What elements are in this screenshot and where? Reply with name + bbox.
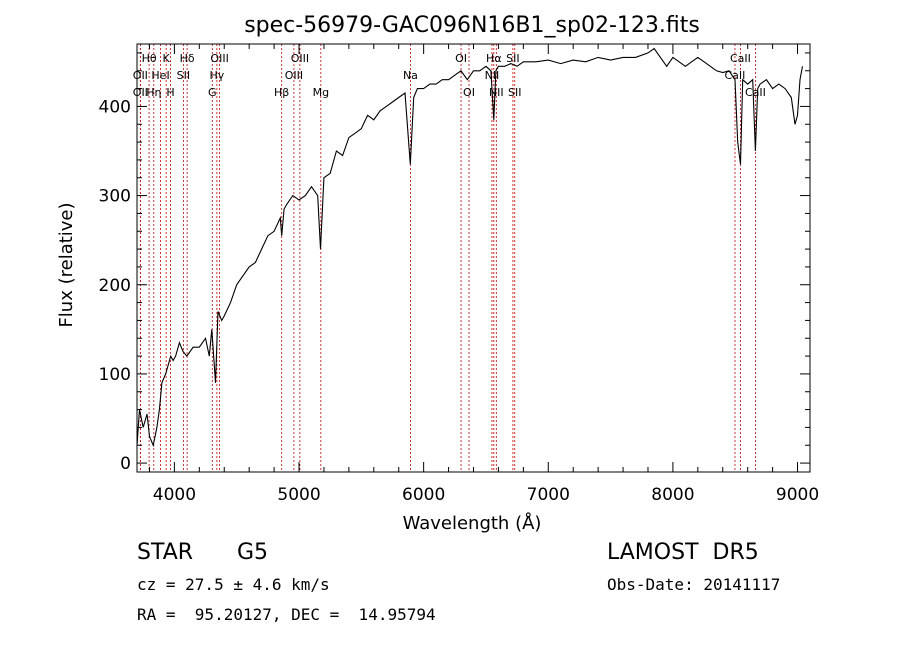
line-label: Na	[403, 69, 418, 82]
line-label: OII	[133, 69, 148, 82]
x-tick-label: 8000	[651, 485, 694, 505]
y-tick-label: 300	[99, 187, 131, 207]
y-axis: 0 100 200 300 400	[99, 52, 810, 474]
line-label: SII	[506, 52, 519, 65]
x-axis: 4000 5000 6000 7000 8000 9000	[148, 44, 819, 505]
line-label: Hη	[146, 86, 161, 99]
x-tick-label: 9000	[776, 485, 819, 505]
line-label: OIII	[291, 52, 309, 65]
obs-date-text: Obs-Date: 20141117	[607, 575, 781, 594]
y-axis-label: Flux (relative)	[56, 202, 77, 327]
plot-frame	[136, 43, 811, 473]
spectrum-series	[136, 47, 804, 448]
line-label: NII	[485, 69, 500, 82]
coordinates-text: RA = 95.20127, DEC = 14.95794	[137, 605, 436, 624]
line-label: Hγ	[209, 69, 224, 82]
line-label: OIII	[285, 69, 303, 82]
line-label: SII	[508, 86, 521, 99]
survey-label: LAMOST DR5	[607, 540, 759, 565]
line-label: OI	[455, 52, 467, 65]
line-label: H	[166, 86, 174, 99]
line-label: SII	[177, 69, 190, 82]
x-tick-label: 6000	[402, 485, 445, 505]
line-label: G	[208, 86, 217, 99]
y-tick-label: 100	[99, 365, 131, 385]
line-label: Hβ	[274, 86, 289, 99]
x-tick-label: 5000	[277, 485, 320, 505]
line-label: OI	[463, 86, 475, 99]
line-label: OIII	[210, 52, 228, 65]
y-tick-label: 0	[120, 454, 131, 474]
line-label: K	[163, 52, 171, 65]
line-label: CaII	[745, 86, 766, 99]
line-label: Hθ	[142, 52, 157, 65]
line-label: Mg	[313, 86, 329, 99]
redshift-text: cz = 27.5 ± 4.6 km/s	[137, 575, 330, 594]
y-tick-label: 200	[99, 276, 131, 296]
line-label: Hδ	[180, 52, 195, 65]
x-tick-label: 4000	[153, 485, 196, 505]
object-subclass: G5	[237, 540, 269, 565]
x-tick-label: 7000	[527, 485, 570, 505]
spectral-line-markers	[139, 44, 756, 472]
line-label: CaII	[725, 69, 746, 82]
line-label: OII	[133, 86, 148, 99]
line-label: Hα	[486, 52, 502, 65]
line-label: NII	[489, 86, 504, 99]
x-axis-label: Wavelength (Å)	[403, 512, 542, 534]
line-label: HeI	[151, 69, 169, 82]
object-class: STAR	[137, 540, 194, 565]
line-label: CaII	[730, 52, 751, 65]
chart-title: spec-56979-GAC096N16B1_sp02-123.fits	[244, 13, 700, 38]
y-tick-label: 400	[99, 97, 131, 117]
